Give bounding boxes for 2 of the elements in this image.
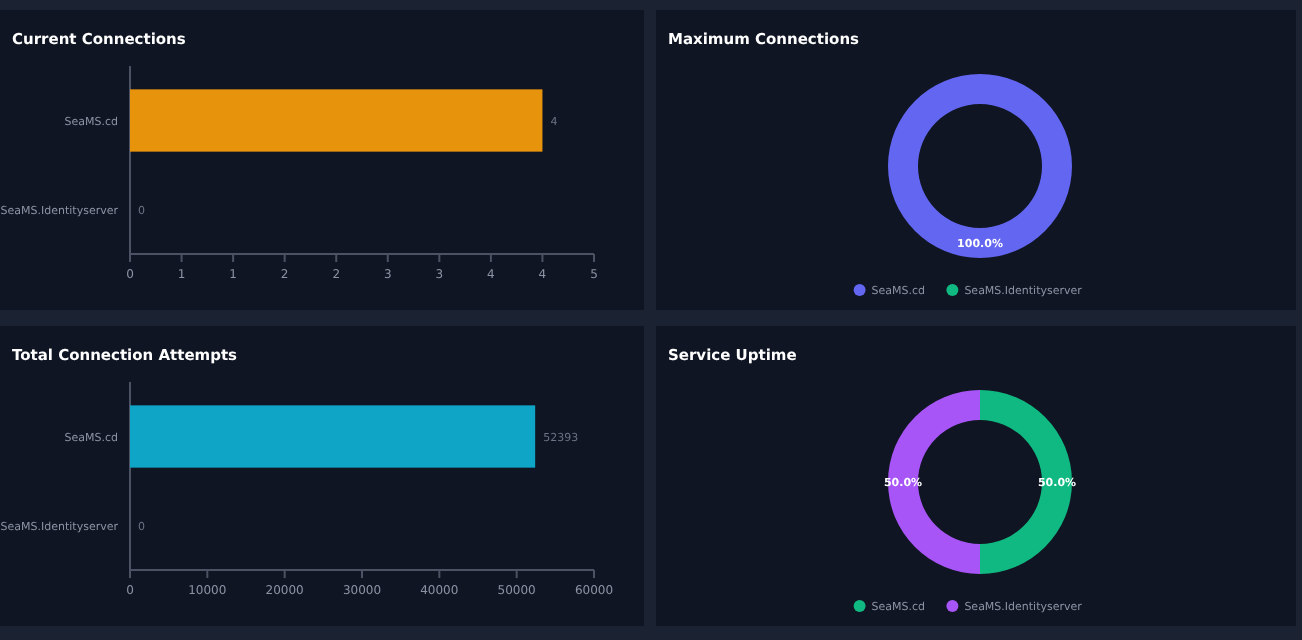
donut-slice [888, 390, 980, 574]
donut-slice [980, 390, 1072, 574]
